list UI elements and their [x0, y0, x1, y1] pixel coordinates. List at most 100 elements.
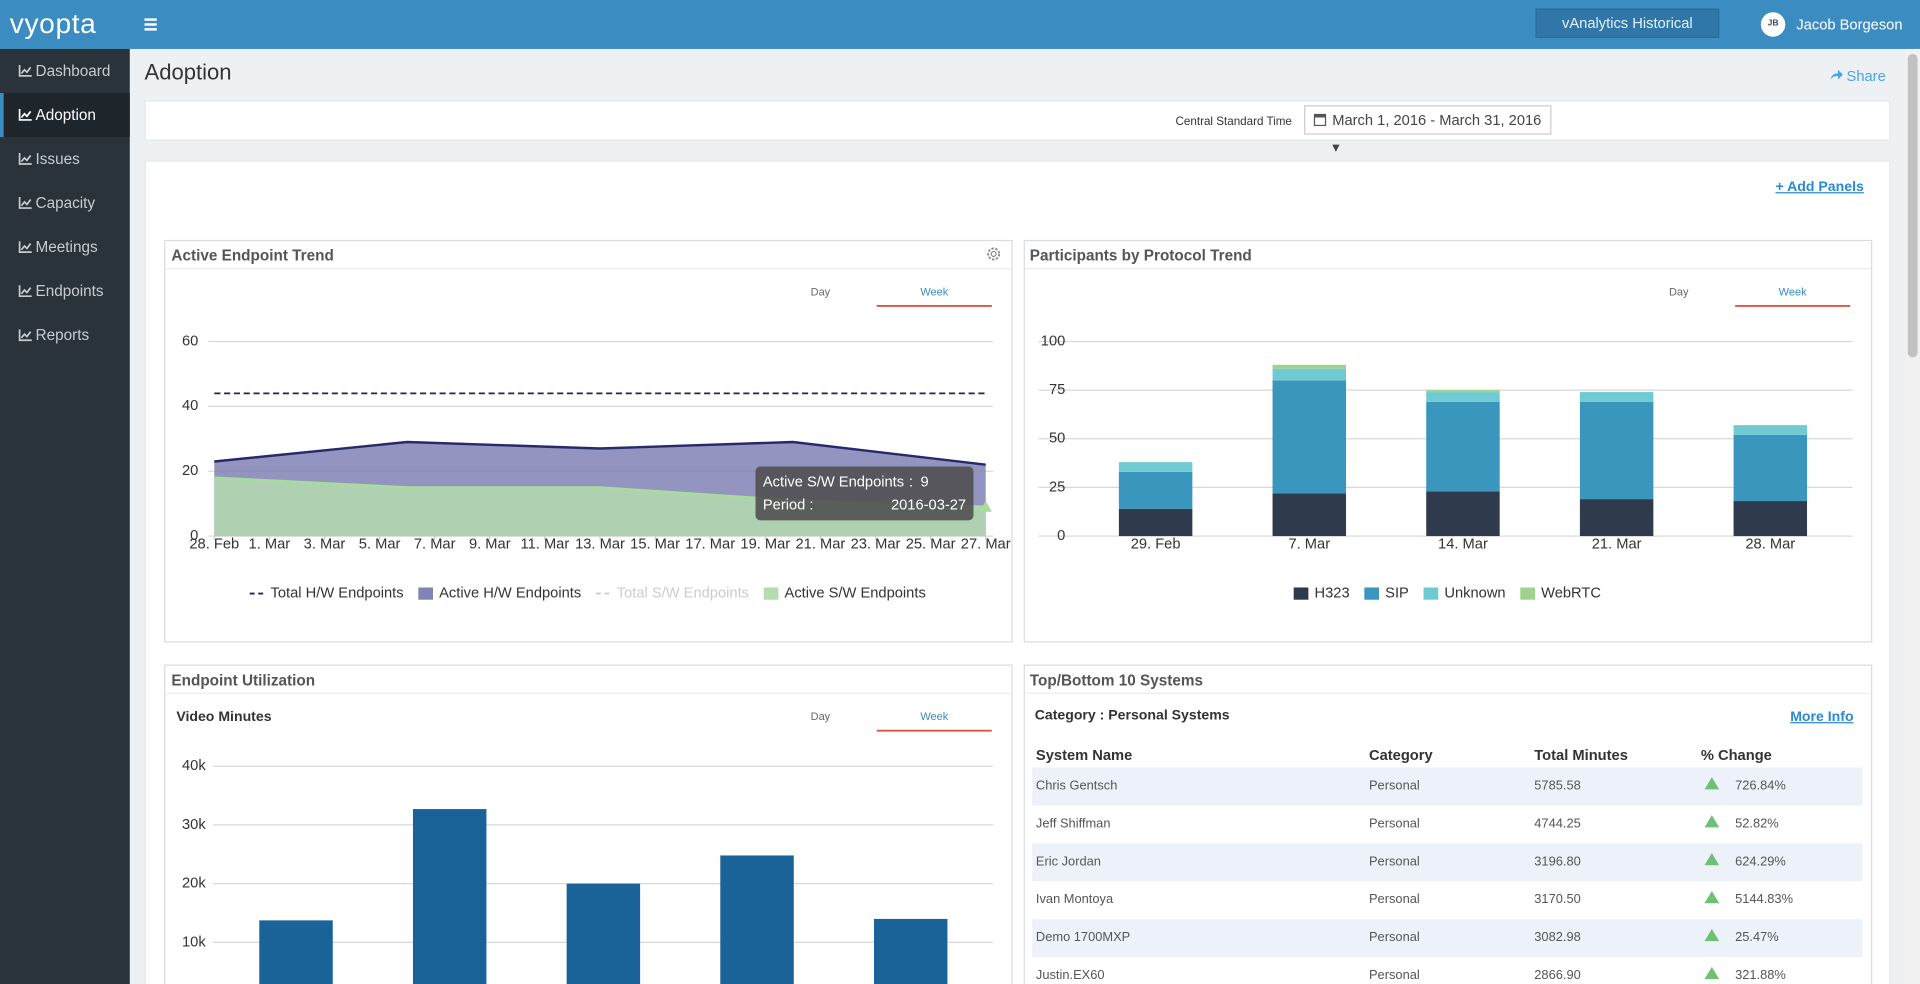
- x-tick-label: 1. Mar: [249, 537, 291, 553]
- table-cell: 52.82%: [1735, 816, 1779, 832]
- share-icon: [1830, 69, 1843, 80]
- trend-up-icon: [1704, 777, 1720, 790]
- tooltip-separator: :: [909, 474, 913, 490]
- nav-item[interactable]: Dashboard: [0, 49, 130, 93]
- table-cell: Personal: [1368, 892, 1420, 907]
- x-tick-label: 7. Mar: [1288, 537, 1330, 553]
- nav-item[interactable]: Adoption: [0, 93, 130, 138]
- logo[interactable]: vyopta: [9, 7, 97, 40]
- legend-label[interactable]: H323: [1315, 585, 1350, 601]
- table-cell: Justin.EX60: [1035, 968, 1105, 983]
- legend: Total H/W Endpoints Active H/W Endpoints T…: [249, 585, 926, 601]
- sidebar: Dashboard Adoption Issues Capacity Meetings E…: [0, 48, 130, 984]
- table-cell: Ivan Montoya: [1035, 892, 1114, 907]
- bar: [720, 855, 794, 984]
- date-range: March 1, 2016 - March 31, 2016: [1332, 111, 1542, 129]
- table-cell: 624.29%: [1735, 854, 1786, 869]
- trend-up-icon: [1704, 815, 1720, 828]
- legend-symbol: [418, 587, 434, 600]
- panel-title: Top/Bottom 10 Systems: [1029, 671, 1204, 690]
- y-tick-label: 60: [182, 333, 198, 349]
- range-tab[interactable]: Day: [811, 711, 831, 723]
- nav-item[interactable]: Endpoints: [0, 269, 130, 313]
- y-tick-label: 40: [182, 398, 198, 414]
- range-tab[interactable]: Day: [1669, 286, 1689, 298]
- y-tick-label: 100: [1041, 333, 1066, 349]
- hover-marker: [979, 500, 992, 512]
- nav-icon: [18, 329, 32, 342]
- table-cell: Personal: [1368, 968, 1420, 983]
- bar-segment: [1579, 401, 1654, 500]
- nav-item[interactable]: Issues: [0, 137, 130, 181]
- bar-segment: [1272, 364, 1347, 369]
- calendar-icon: [1313, 113, 1327, 127]
- y-tick-label: 40k: [182, 758, 206, 774]
- bar-segment: [1733, 501, 1808, 537]
- user-name[interactable]: Jacob Borgeson: [1796, 15, 1903, 34]
- legend-symbol: [1293, 587, 1309, 600]
- table-cell: Personal: [1368, 854, 1420, 869]
- table-cell: Eric Jordan: [1035, 854, 1101, 869]
- add-panels[interactable]: + Add Panels: [1775, 179, 1864, 195]
- bar-segment: [1118, 508, 1193, 537]
- legend-label[interactable]: SIP: [1385, 585, 1409, 601]
- range-tab[interactable]: Day: [811, 286, 831, 298]
- settings-icon[interactable]: [986, 246, 1002, 262]
- x-tick-label: 11. Mar: [521, 537, 570, 553]
- legend-label[interactable]: Unknown: [1444, 585, 1505, 601]
- tooltip-value: 9: [920, 474, 928, 490]
- bar-segment: [1579, 499, 1654, 537]
- legend-label[interactable]: WebRTC: [1541, 585, 1601, 601]
- date-range-picker[interactable]: March 1, 2016 - March 31, 2016 ▾: [1304, 105, 1552, 155]
- legend-symbol: [1364, 587, 1380, 600]
- nav-item[interactable]: Reports: [0, 313, 130, 357]
- table-cell: Personal: [1368, 930, 1420, 945]
- bar-segment: [1272, 368, 1347, 381]
- bar-segment: [1118, 471, 1193, 509]
- x-tick-label: 25. Mar: [906, 537, 956, 553]
- scrollbar-thumb[interactable]: [1907, 53, 1918, 358]
- trend-up-icon: [1704, 966, 1720, 980]
- chart-subtitle: Video Minutes: [176, 709, 272, 725]
- table-cell: 321.88%: [1735, 968, 1786, 983]
- panel-title: Participants by Protocol Trend: [1029, 247, 1252, 265]
- nav-item[interactable]: Meetings: [0, 225, 130, 269]
- nav-icon: [18, 241, 32, 253]
- x-tick-label: 28. Feb: [189, 537, 239, 553]
- legend-label[interactable]: Active H/W Endpoints: [439, 585, 581, 601]
- table-cell: 726.84%: [1735, 778, 1786, 794]
- x-tick-label: 23. Mar: [851, 537, 901, 553]
- range-tab[interactable]: Week: [920, 711, 948, 723]
- avatar[interactable]: JB: [1760, 12, 1786, 37]
- range-tab[interactable]: Week: [920, 286, 948, 298]
- x-tick-label: 27. Mar: [961, 537, 1011, 553]
- y-tick-label: 30k: [182, 817, 206, 833]
- x-tick-label: 17. Mar: [685, 537, 735, 553]
- range-tab[interactable]: Week: [1779, 286, 1807, 298]
- x-tick-label: 14. Mar: [1438, 537, 1488, 553]
- row-background: [1032, 767, 1863, 806]
- column-header: % Change: [1700, 746, 1772, 764]
- more-info[interactable]: More Info: [1790, 709, 1854, 725]
- nav-item[interactable]: Capacity: [0, 181, 130, 225]
- bar-segment: [1426, 491, 1500, 537]
- bar: [566, 883, 641, 984]
- x-tick-label: 9. Mar: [469, 537, 511, 553]
- share-link[interactable]: Share: [1846, 67, 1886, 85]
- table-cell: 3170.50: [1534, 892, 1581, 907]
- bar-segment: [1733, 434, 1808, 502]
- bar: [412, 809, 487, 984]
- bar-segment: [1426, 392, 1500, 402]
- legend-label[interactable]: Total H/W Endpoints: [271, 585, 404, 601]
- table-cell: Personal: [1368, 778, 1420, 794]
- menu-toggle[interactable]: [144, 18, 157, 31]
- panel: [164, 239, 1013, 643]
- legend-label[interactable]: Active S/W Endpoints: [785, 585, 926, 601]
- legend-label[interactable]: Total S/W Endpoints: [617, 585, 749, 601]
- column-header: Total Minutes: [1534, 746, 1628, 764]
- mode-button[interactable]: vAnalytics Historical: [1535, 8, 1720, 38]
- y-tick-label: 50: [1049, 431, 1065, 447]
- nav-icon: [18, 285, 32, 298]
